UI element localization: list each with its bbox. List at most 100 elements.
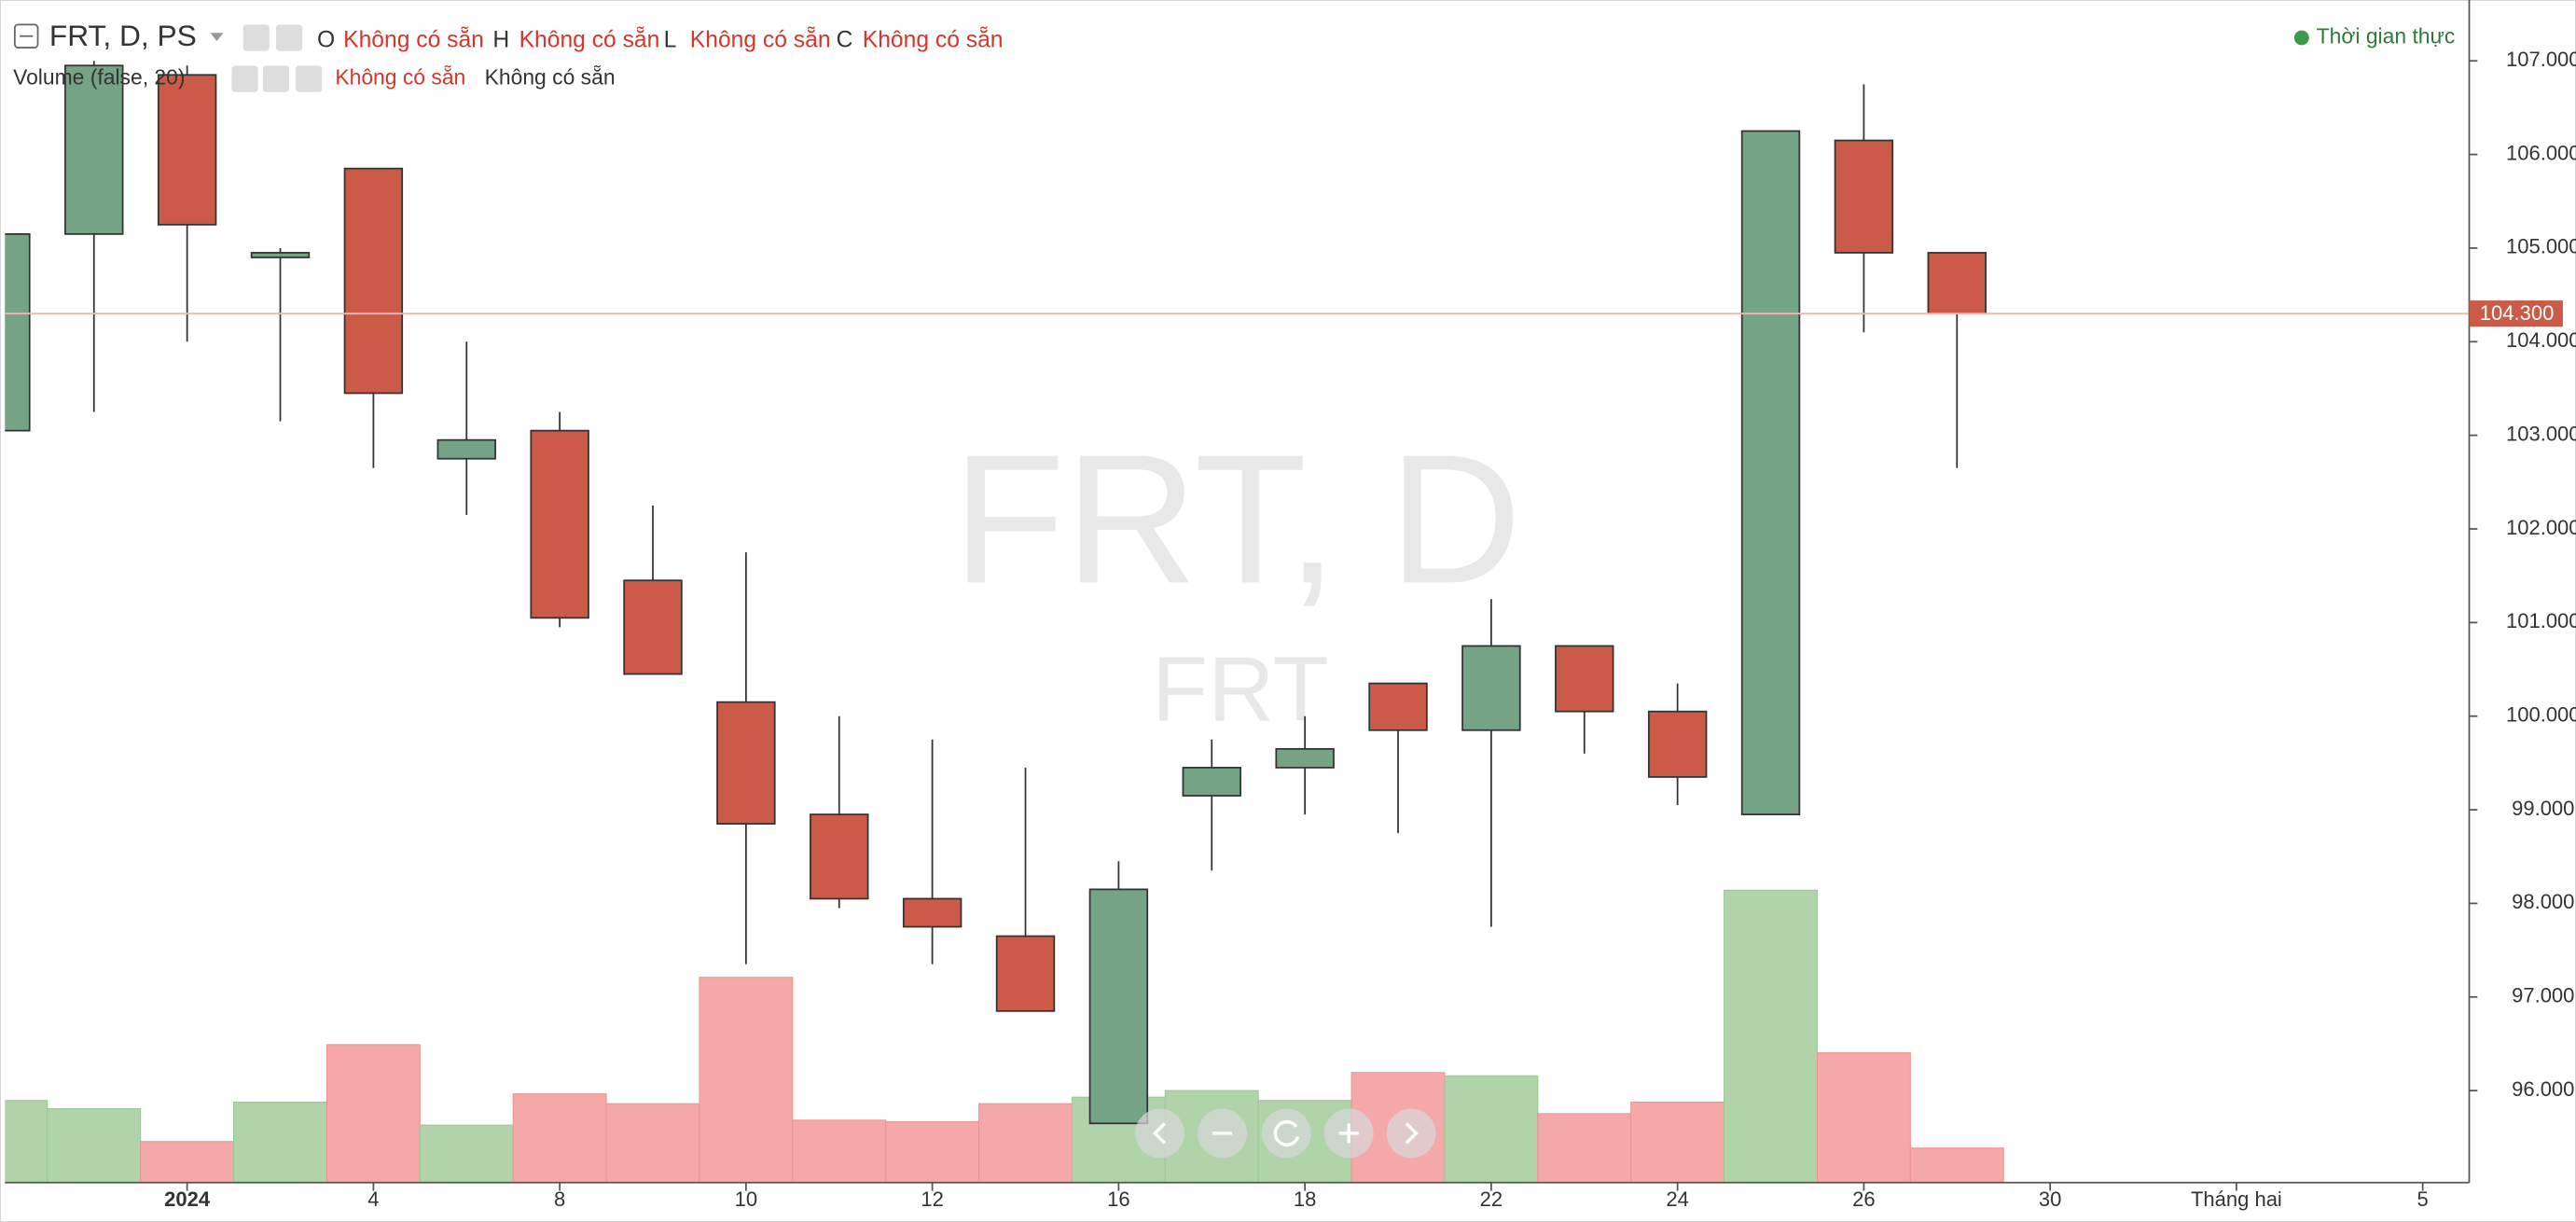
volume-bar (1444, 1075, 1539, 1183)
volume-value: Không có sẵn (485, 65, 616, 90)
ohlc-value: Không có sẵn (343, 27, 484, 53)
candle-layer (5, 61, 1987, 1125)
eye-button[interactable] (242, 24, 270, 51)
scroll-left-button[interactable] (1135, 1108, 1185, 1159)
x-tick-label: Tháng hai (2191, 1187, 2282, 1211)
collapse-button[interactable] (13, 23, 39, 49)
candle-body (436, 438, 496, 460)
candle-body (1647, 710, 1708, 778)
volume-bar (792, 1119, 887, 1183)
candle-body (1368, 682, 1428, 731)
volume-bar (419, 1124, 514, 1183)
y-tick-label: 107.000 (2506, 48, 2576, 71)
candle-body (343, 167, 404, 395)
x-tick-label: 5 (2417, 1187, 2429, 1211)
x-tick-label: 12 (921, 1187, 943, 1211)
y-tick-label: 101.000 (2506, 609, 2576, 632)
watermark-symbol: FRT (1152, 638, 1329, 741)
candle-body (623, 579, 683, 675)
navigation-icons (1152, 1119, 1419, 1146)
candle-body (995, 935, 1056, 1012)
candle-body (1182, 767, 1241, 797)
candle-body (716, 701, 776, 826)
scroll-right-button[interactable] (1386, 1108, 1436, 1159)
x-tick-label: 8 (554, 1187, 565, 1211)
y-tick-label: 103.000 (2506, 422, 2576, 445)
x-tick-label: 4 (367, 1187, 379, 1211)
candle-body (1088, 888, 1149, 1125)
volume-layer (5, 889, 2004, 1183)
y-tick-label: 104.000 (2506, 328, 2576, 352)
ohlc-value: Không có sẵn (690, 27, 831, 53)
volume-bar (512, 1093, 607, 1183)
y-tick-label: 100.000 (2506, 703, 2576, 727)
candle-body (530, 429, 589, 619)
volume-bar (978, 1103, 1073, 1183)
candle-body (1275, 747, 1335, 769)
volume-bar (1630, 1101, 1725, 1183)
ohlc-key: H (492, 28, 509, 53)
candle-body (250, 252, 311, 258)
candle-body (5, 233, 31, 432)
volume-bar (140, 1141, 235, 1183)
volume-bar (1724, 889, 1818, 1183)
eye-button[interactable] (231, 65, 258, 92)
volume-bar (605, 1103, 700, 1183)
dropdown-arrow[interactable] (210, 33, 224, 42)
volume-bar (885, 1121, 980, 1183)
volume-value: Không có sẵn (335, 65, 465, 90)
candle-body (1740, 130, 1801, 815)
last-price-box (2469, 300, 2563, 327)
volume-bar (233, 1101, 327, 1183)
y-tick-label: 106.000 (2506, 141, 2576, 164)
symbol-title: FRT, D, PS (49, 19, 197, 52)
volume-bar (699, 977, 794, 1183)
candle-body (1555, 645, 1614, 713)
ohlc-key: O (317, 28, 335, 53)
ohlc-value: Không có sẵn (519, 27, 660, 53)
candle-body (902, 897, 963, 928)
x-tick-label: 2024 (164, 1187, 211, 1211)
x-tick-label: 18 (1294, 1187, 1316, 1211)
x-tick-label: 30 (2039, 1187, 2061, 1211)
reset-button[interactable] (1261, 1108, 1311, 1159)
volume-bar (47, 1107, 142, 1183)
axes: 96.000 97.000 98.000 99.000 100.000 101.000 10… (164, 48, 2576, 1211)
plot-area: FRT, D FRT (5, 61, 2470, 1183)
x-tick-label: 22 (1480, 1187, 1503, 1211)
candle-body (1834, 139, 1894, 254)
settings-button[interactable] (275, 24, 303, 51)
candle-body (810, 813, 869, 900)
candle-body (157, 74, 217, 226)
last-price-label: 104.300 (2480, 301, 2555, 325)
candle-body (1927, 252, 1987, 315)
remove-button[interactable] (296, 65, 323, 92)
watermark: FRT, D (952, 415, 1521, 621)
ohlc-value: Không có sẵn (863, 27, 1004, 53)
volume-bar (325, 1044, 421, 1183)
x-tick-label: 26 (1852, 1187, 1875, 1211)
volume-title: Volume (false, 20) (13, 65, 185, 90)
volume-bar (1909, 1147, 2004, 1183)
ohlc-legend: O Không có sẵn H Không có sẵn L Không có sẵn C… (317, 27, 1004, 53)
y-tick-label: 96.000 (2512, 1077, 2574, 1101)
volume-bar (1537, 1113, 1632, 1183)
settings-button[interactable] (262, 65, 290, 92)
x-tick-label: 24 (1666, 1187, 1688, 1211)
volume-bar (1816, 1052, 1911, 1183)
y-tick-label: 105.000 (2506, 235, 2576, 258)
volume-bar (5, 1100, 48, 1183)
y-tick-label: 97.000 (2512, 984, 2574, 1007)
x-tick-label: 16 (1107, 1187, 1129, 1211)
status: Thời gian thực (2317, 24, 2456, 49)
candle-body (64, 64, 124, 235)
y-tick-label: 98.000 (2512, 890, 2574, 913)
ohlc-key: L (664, 28, 677, 53)
candle-body (1461, 645, 1521, 731)
x-tick-label: 10 (735, 1187, 757, 1211)
ohlc-key: C (837, 28, 853, 53)
y-tick-label: 102.000 (2506, 516, 2576, 539)
